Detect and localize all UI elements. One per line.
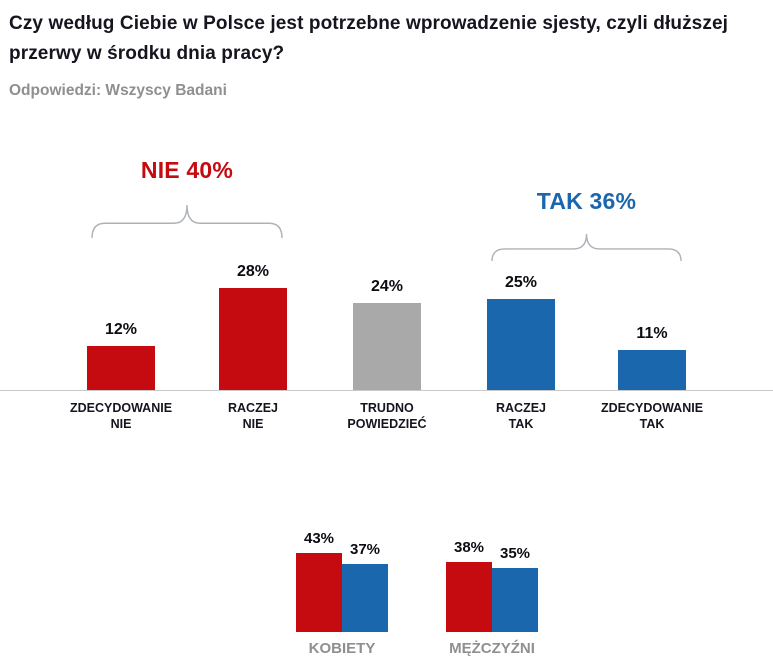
main-category-label-4: RACZEJ TAK	[495, 401, 546, 431]
main-category-label-2: RACZEJ NIE	[227, 401, 278, 431]
main-bar-2	[219, 288, 287, 390]
gender-group-label-2: MĘŻCZYŹNI	[449, 640, 535, 657]
main-bar-1	[87, 346, 155, 390]
main-bar-4	[487, 299, 555, 390]
page-title: Czy według Ciebie w Polsce jest potrzebn…	[9, 13, 728, 64]
main-bar-value-2: 28%	[236, 263, 270, 280]
gender-bar-value-group2-2: 35%	[499, 545, 531, 562]
main-bar-value-5: 11%	[636, 325, 668, 342]
gender-bar-value-group1-1: 43%	[303, 530, 335, 547]
brace-tak-icon	[491, 233, 682, 262]
main-bar-3	[353, 303, 421, 390]
gender-bar-value-group2-1: 38%	[453, 539, 485, 556]
brace-nie-icon	[91, 204, 283, 239]
main-bar-value-4: 25%	[504, 274, 538, 291]
subtitle: Odpowiedzi: Wszyscy Badani	[9, 82, 227, 99]
main-category-label-5: ZDECYDOWANIE TAK	[600, 401, 704, 431]
main-category-label-3: TRUDNO POWIEDZIEĆ	[347, 401, 427, 431]
gender-bar-group2-1	[446, 562, 492, 632]
main-bar-value-1: 12%	[104, 321, 138, 338]
x-axis-line	[0, 390, 773, 391]
summary-label-tak: TAK 36%	[536, 188, 637, 214]
main-category-label-1: ZDECYDOWANIE NIE	[69, 401, 173, 431]
main-bar-5	[618, 350, 686, 390]
gender-bar-group1-2	[342, 564, 388, 632]
summary-label-nie: NIE 40%	[140, 157, 234, 183]
gender-bar-value-group1-2: 37%	[349, 541, 381, 558]
gender-bar-group1-1	[296, 553, 342, 632]
gender-bar-group2-2	[492, 568, 538, 632]
main-bar-value-3: 24%	[370, 278, 404, 295]
gender-group-label-1: KOBIETY	[308, 640, 376, 657]
